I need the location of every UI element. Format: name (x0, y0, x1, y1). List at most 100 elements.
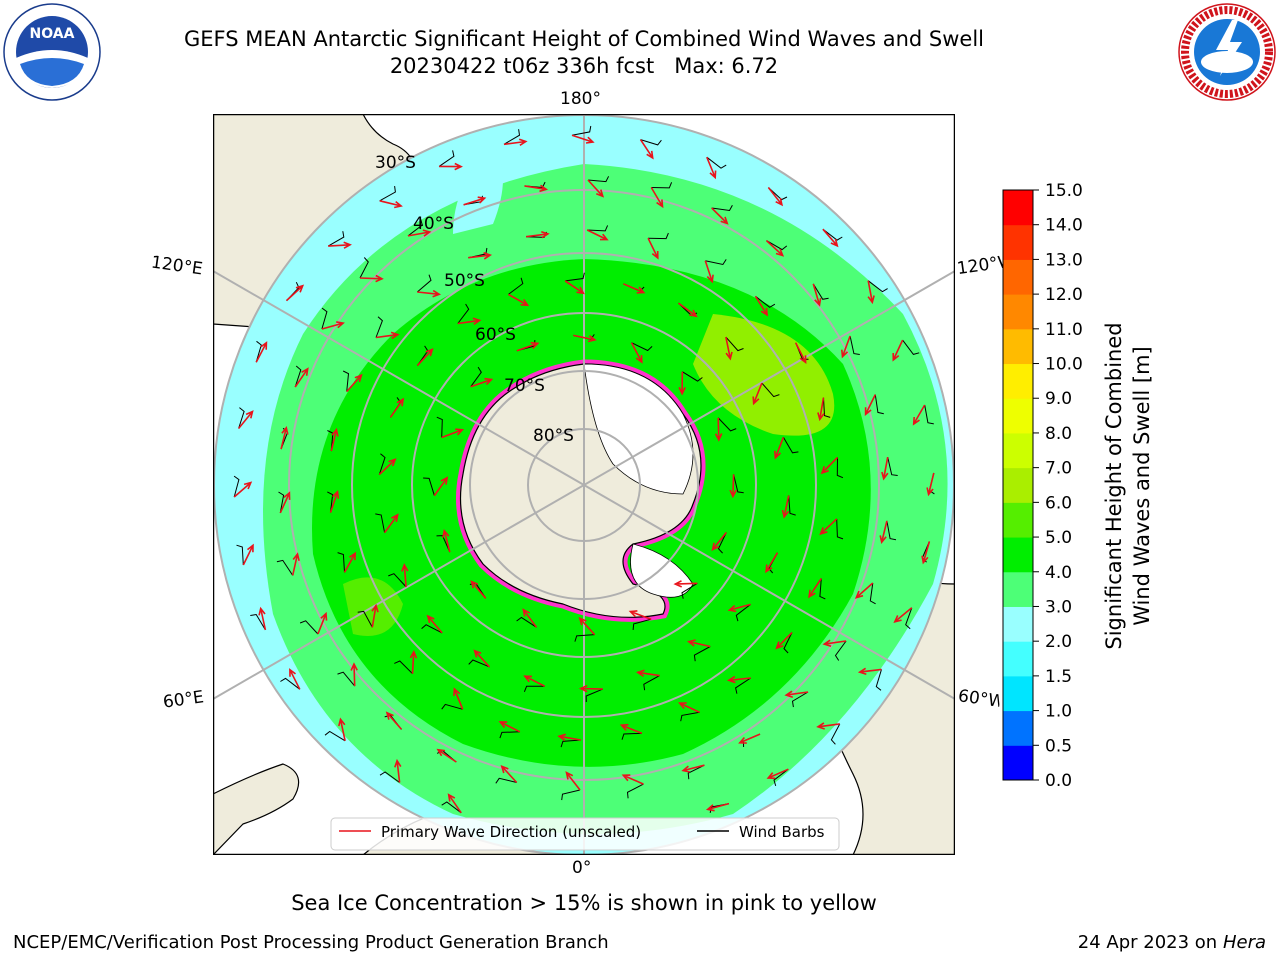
wave-direction-arrow (794, 342, 807, 365)
wave-direction-arrow (463, 196, 487, 206)
wave-direction-arrow (775, 631, 793, 650)
wind-barb (495, 777, 517, 784)
wave-direction-arrow (639, 139, 654, 160)
wind-barb (587, 176, 610, 183)
wave-direction-arrow (857, 667, 882, 676)
wind-barb (626, 783, 644, 799)
colorbar-tick-label: 14.0 (1045, 216, 1083, 236)
wind-barb (278, 491, 285, 513)
wave-direction-arrow (841, 335, 851, 359)
wave-direction-arrow (379, 200, 403, 209)
wave-direction-arrow (635, 669, 660, 677)
wave-direction-arrow (242, 543, 254, 566)
colorbar-tick-label: 2.0 (1045, 632, 1072, 652)
colorbar-swatch (1003, 363, 1033, 399)
colorbar-swatch (1003, 710, 1033, 746)
wave-direction-arrow (385, 711, 403, 730)
colorbar-tick-label: 12.0 (1045, 285, 1083, 305)
wind-barb (379, 186, 396, 202)
wind-barb (294, 365, 302, 388)
wind-barb (388, 573, 407, 588)
wind-barb (836, 457, 844, 479)
wave-direction-arrow (468, 252, 493, 260)
wave-direction-arrow (329, 489, 340, 513)
lon-label-120e: 120°E (149, 252, 204, 280)
wind-barb (725, 336, 744, 352)
wind-barb (416, 274, 432, 293)
wave-direction-arrow (523, 675, 545, 687)
wave-direction-arrow (343, 551, 357, 573)
wave-direction-arrow (498, 721, 521, 733)
wave-direction-arrow (587, 179, 605, 198)
wave-direction-arrow (503, 138, 528, 146)
wave-direction-arrow (417, 289, 442, 298)
wave-direction-arrow (706, 156, 717, 180)
wave-direction-arrow (578, 684, 603, 693)
colorbar-swatch (1003, 259, 1033, 295)
wind-barb (717, 532, 727, 554)
colorbar-swatch (1003, 467, 1033, 503)
wave-direction-arrow (729, 474, 737, 499)
wind-barb (441, 703, 463, 710)
wave-direction-arrow (359, 274, 384, 283)
wind-barb (693, 646, 711, 662)
wave-direction-arrow (233, 481, 253, 498)
wave-direction-arrow (766, 768, 789, 780)
wind-barb (717, 417, 737, 432)
colorbar-tick-label: 9.0 (1045, 389, 1072, 409)
wind-barb (711, 204, 733, 212)
wind-barb (836, 518, 844, 540)
legend-primary-wave: Primary Wave Direction (unscaled) (381, 823, 641, 841)
wind-barb (561, 789, 581, 801)
wind-barb (470, 366, 482, 387)
wave-direction-arrow (508, 293, 530, 307)
lon-label-0: 0° (572, 858, 592, 878)
wave-direction-arrow (621, 774, 644, 785)
wind-barb (255, 340, 262, 363)
wave-direction-arrow (447, 793, 462, 814)
footer-date-text: 24 Apr 2023 on (1077, 932, 1223, 953)
wind-barb (682, 371, 703, 382)
wind-barb (421, 624, 443, 634)
page-subtitle: 20230422 t06z 336h fcst Max: 6.72 (389, 54, 779, 78)
wind-barb (632, 618, 652, 630)
wind-barb (773, 768, 789, 787)
wind-barb (379, 771, 400, 783)
wind-barb (516, 616, 537, 628)
wave-direction-arrow (711, 207, 729, 225)
wave-direction-arrow (784, 690, 809, 698)
wind-barb (436, 416, 443, 438)
noaa-logo-text: NOAA (30, 26, 75, 42)
polar-map: 30°S 40°S 50°S 60°S 70°S 80°S Primary Wa… (213, 114, 955, 855)
wind-barb (874, 394, 884, 415)
wave-direction-arrow (678, 371, 686, 396)
wind-barb (648, 232, 669, 240)
colorbar-tick-label: 13.0 (1045, 250, 1083, 270)
colorbar-frame (1002, 189, 1034, 781)
wind-barb (733, 474, 744, 494)
wave-direction-arrow (781, 495, 790, 519)
wave-direction-arrow (767, 187, 784, 207)
lat-label-30s: 30°S (375, 153, 416, 173)
wind-barb (681, 582, 698, 599)
wave-direction-arrow (921, 541, 931, 565)
wind-barb (706, 156, 727, 169)
wave-direction-arrow (426, 614, 443, 634)
colorbar-tick-label: 8.0 (1045, 424, 1072, 444)
wind-barb (687, 764, 705, 780)
wind-barb (788, 495, 796, 516)
wave-direction-arrow (294, 367, 309, 388)
wind-barb (560, 739, 581, 748)
vector-field (233, 125, 935, 814)
wave-direction-arrow (371, 603, 379, 628)
wave-direction-arrow (725, 336, 733, 361)
wave-direction-arrow (516, 341, 540, 352)
wind-barb (337, 552, 345, 573)
colorbar-swatch (1003, 328, 1033, 365)
colorbar-tick-label: 1.5 (1045, 667, 1072, 687)
wave-direction-arrow (714, 417, 723, 442)
wind-barb (812, 283, 829, 300)
wave-direction-arrow (409, 649, 418, 674)
wave-direction-arrow (586, 229, 609, 241)
wave-direction-arrow (330, 427, 339, 452)
